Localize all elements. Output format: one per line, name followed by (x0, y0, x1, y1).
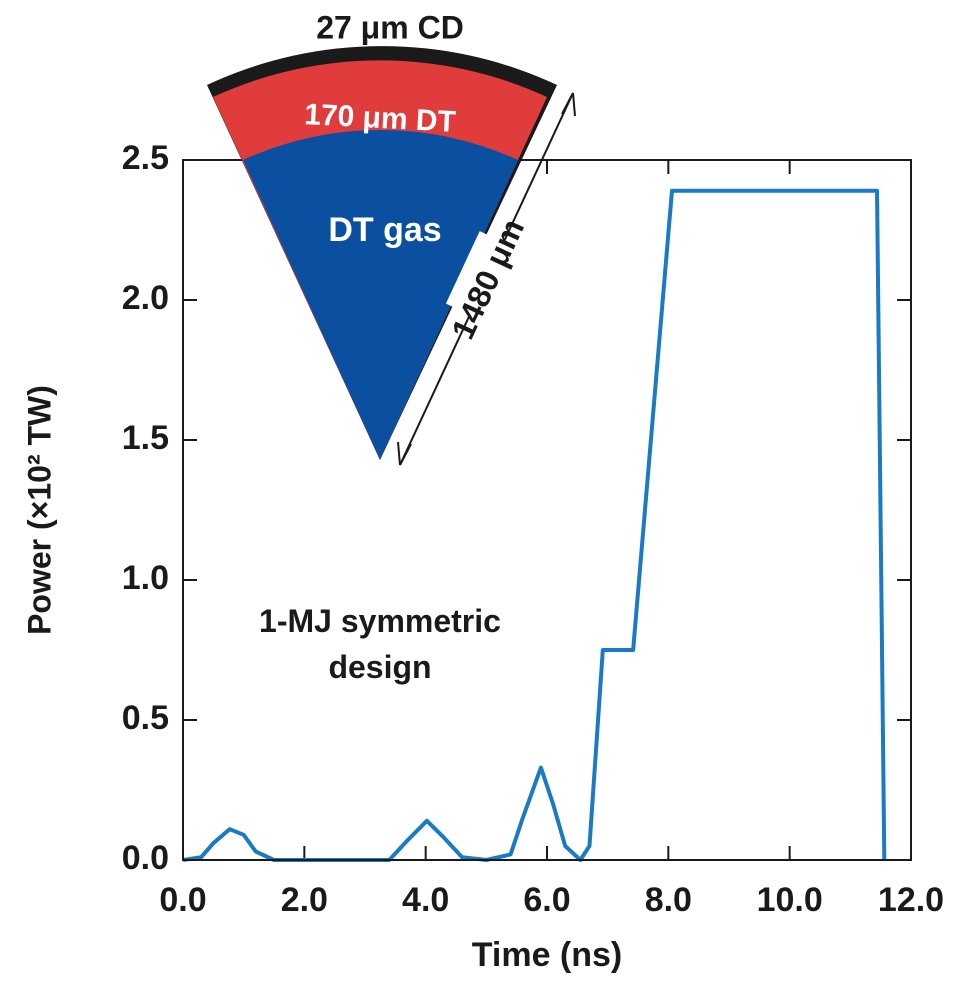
annotation: 1-MJ symmetric design (259, 603, 501, 685)
x-axis-label: Time (ns) (472, 936, 623, 974)
y-tick-label: 1.5 (122, 419, 169, 457)
x-tick-label: 2.0 (281, 881, 328, 919)
y-tick-label: 2.5 (122, 139, 169, 177)
y-tick-label: 0.0 (122, 839, 169, 877)
power-line (182, 188, 887, 862)
inset-diagram: 27 μm CD 170 μm DT DT gas 1480 μm (207, 9, 576, 466)
inset-label: DT gas (328, 211, 441, 249)
label-backdrop (445, 231, 535, 329)
x-tick-label: 6.0 (523, 881, 570, 919)
x-tick-label: 0.0 (159, 881, 206, 919)
inset-label: 170 μm DT (303, 98, 456, 139)
x-tick-label: 8.0 (645, 881, 692, 919)
x-tick-label: 10.0 (757, 881, 823, 919)
gas-region (243, 129, 518, 461)
plot-frame (182, 159, 912, 861)
inset-label: 27 μm CD (316, 9, 464, 45)
y-tick-label: 2.0 (122, 279, 169, 317)
y-axis-label: Power (×10² TW) (21, 385, 57, 635)
x-tick-label: 12.0 (878, 881, 944, 919)
x-tick-label: 4.0 (402, 881, 449, 919)
y-tick-label: 1.0 (122, 559, 169, 597)
dimension-arrows (397, 92, 576, 466)
y-tick-label: 0.5 (122, 699, 169, 737)
